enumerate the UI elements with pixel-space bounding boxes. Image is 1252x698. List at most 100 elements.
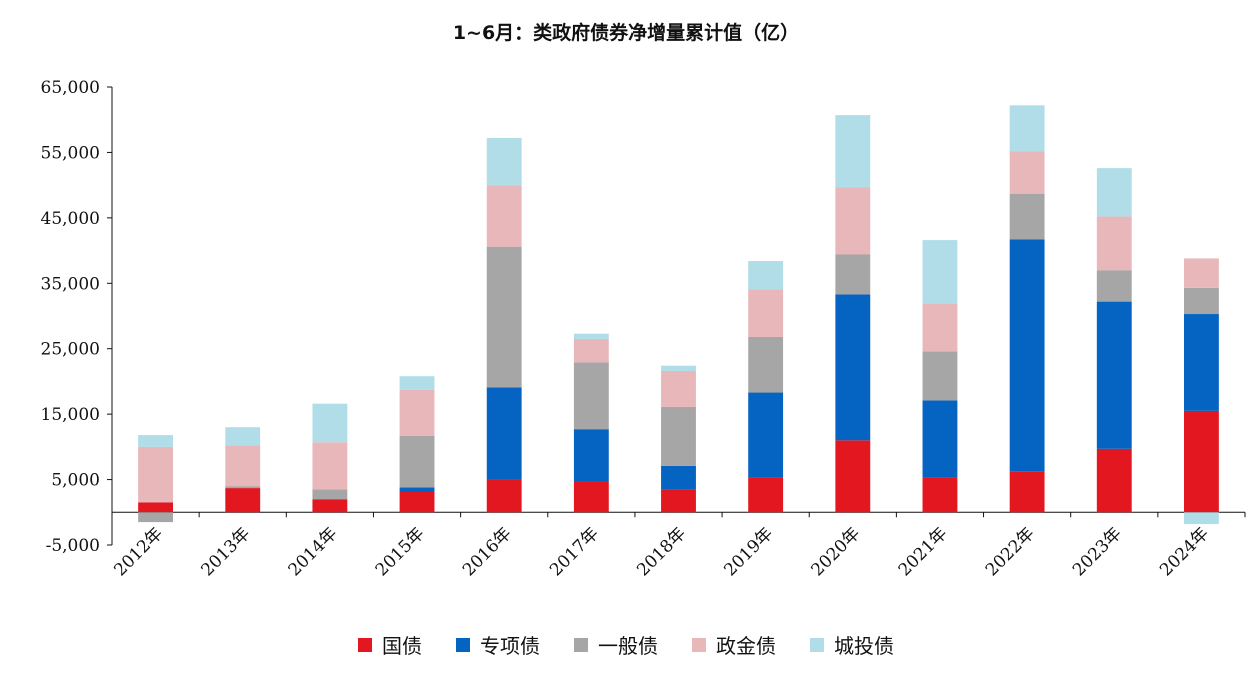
x-tick-label: 2015年 xyxy=(372,524,429,581)
bar-segment xyxy=(922,303,958,352)
bar-segment xyxy=(1183,258,1219,288)
bar-segment xyxy=(1183,287,1219,315)
y-tick-label: 5,000 xyxy=(51,471,100,491)
bar-segment xyxy=(573,362,609,430)
x-tick-label: 2019年 xyxy=(720,524,777,581)
legend-label: 国债 xyxy=(382,634,422,658)
bar-segment xyxy=(748,261,784,290)
y-tick-label: 55,000 xyxy=(41,143,100,163)
y-tick-label: 35,000 xyxy=(41,274,100,294)
bar-segment xyxy=(748,477,784,513)
legend-swatch xyxy=(358,637,372,652)
bar-segment xyxy=(922,477,958,513)
bar-segment xyxy=(486,185,522,247)
legend-label: 政金债 xyxy=(716,634,776,658)
legend-swatch xyxy=(810,637,824,652)
bar-segment xyxy=(1096,168,1132,217)
bar-segment xyxy=(1183,512,1219,525)
bar-segment xyxy=(1096,270,1132,302)
bar-segment xyxy=(661,489,696,513)
legend-label: 城投债 xyxy=(834,634,894,658)
bar-segment xyxy=(1096,448,1132,513)
x-tick-label: 2018年 xyxy=(633,524,690,581)
x-tick-label: 2021年 xyxy=(895,524,952,581)
bar-segment xyxy=(486,246,522,388)
x-tick-label: 2017年 xyxy=(546,524,603,581)
bar-segment xyxy=(399,435,435,488)
bar-segment xyxy=(661,465,696,490)
bar-segment xyxy=(399,492,435,513)
bar-segment xyxy=(1096,301,1132,449)
bar-segment xyxy=(312,489,348,500)
bar-segment xyxy=(312,499,348,513)
legend-item: 一般债 xyxy=(574,630,658,659)
bar-segment xyxy=(138,446,174,503)
bar-segment xyxy=(922,400,958,478)
bar-segment xyxy=(661,365,696,371)
bar-segment xyxy=(399,376,435,390)
y-tick-label: 15,000 xyxy=(41,405,100,425)
legend-label: 一般债 xyxy=(598,634,658,658)
bar-segment xyxy=(225,488,261,513)
bar-segment xyxy=(225,486,261,489)
x-tick-label: 2024年 xyxy=(1156,524,1213,581)
bar-segment xyxy=(399,487,435,493)
x-tick-label: 2022年 xyxy=(982,524,1039,581)
x-tick-label: 2020年 xyxy=(808,524,865,581)
bar-segment xyxy=(1009,193,1045,240)
bar-segment xyxy=(138,512,174,523)
bar-segment xyxy=(1009,471,1045,513)
bar-segment xyxy=(835,294,871,441)
bar-segment xyxy=(486,479,522,513)
bar-segment xyxy=(1183,314,1219,411)
bar-segment xyxy=(399,389,435,436)
bar-segment xyxy=(312,442,348,490)
bar-segment xyxy=(138,502,174,513)
bar-segment xyxy=(573,333,609,339)
bar-segment xyxy=(225,445,261,487)
bar-segment xyxy=(835,440,871,513)
chart-title: 1~6月：类政府债券净增量累计值（亿） xyxy=(452,22,800,44)
bar-segment xyxy=(312,403,348,443)
bar-segment xyxy=(573,429,609,482)
bar-segment xyxy=(748,336,784,393)
legend-item: 专项债 xyxy=(456,630,540,659)
bar-segment xyxy=(835,115,871,188)
bar-segment xyxy=(748,392,784,478)
bar-segment xyxy=(1009,239,1045,472)
bar-segment xyxy=(1096,216,1132,271)
bar-segment xyxy=(748,289,784,337)
x-tick-label: 2016年 xyxy=(459,524,516,581)
bar-segment xyxy=(922,351,958,401)
bar-segment xyxy=(1009,105,1045,152)
legend-label: 专项债 xyxy=(480,634,540,658)
bar-segment xyxy=(573,338,609,363)
bar-segment xyxy=(486,138,522,186)
x-tick-label: 2014年 xyxy=(285,524,342,581)
bar-segment xyxy=(835,187,871,255)
legend-item: 城投债 xyxy=(810,630,894,659)
legend-item: 政金债 xyxy=(692,630,776,659)
bar-segment xyxy=(1183,410,1219,513)
bar-segment xyxy=(486,387,522,480)
bar-segment xyxy=(573,481,609,513)
legend-item: 国债 xyxy=(358,630,422,659)
x-tick-label: 2012年 xyxy=(110,524,167,581)
bar-segment xyxy=(1009,151,1045,194)
x-tick-label: 2023年 xyxy=(1069,524,1126,581)
legend-swatch xyxy=(574,637,588,652)
legend-swatch xyxy=(456,637,470,652)
bar-segment xyxy=(661,370,696,407)
bar-segment xyxy=(661,406,696,466)
chart-legend: 国债 专项债 一般债 政金债 城投债 xyxy=(0,630,1252,659)
y-tick-label: 45,000 xyxy=(41,209,100,229)
y-tick-label: 65,000 xyxy=(41,78,100,98)
bar-segment xyxy=(835,254,871,295)
bar-segment xyxy=(922,240,958,304)
bar-segment xyxy=(138,435,174,447)
x-tick-label: 2013年 xyxy=(198,524,255,581)
bar-segment xyxy=(225,427,261,446)
y-tick-label: 25,000 xyxy=(41,340,100,360)
